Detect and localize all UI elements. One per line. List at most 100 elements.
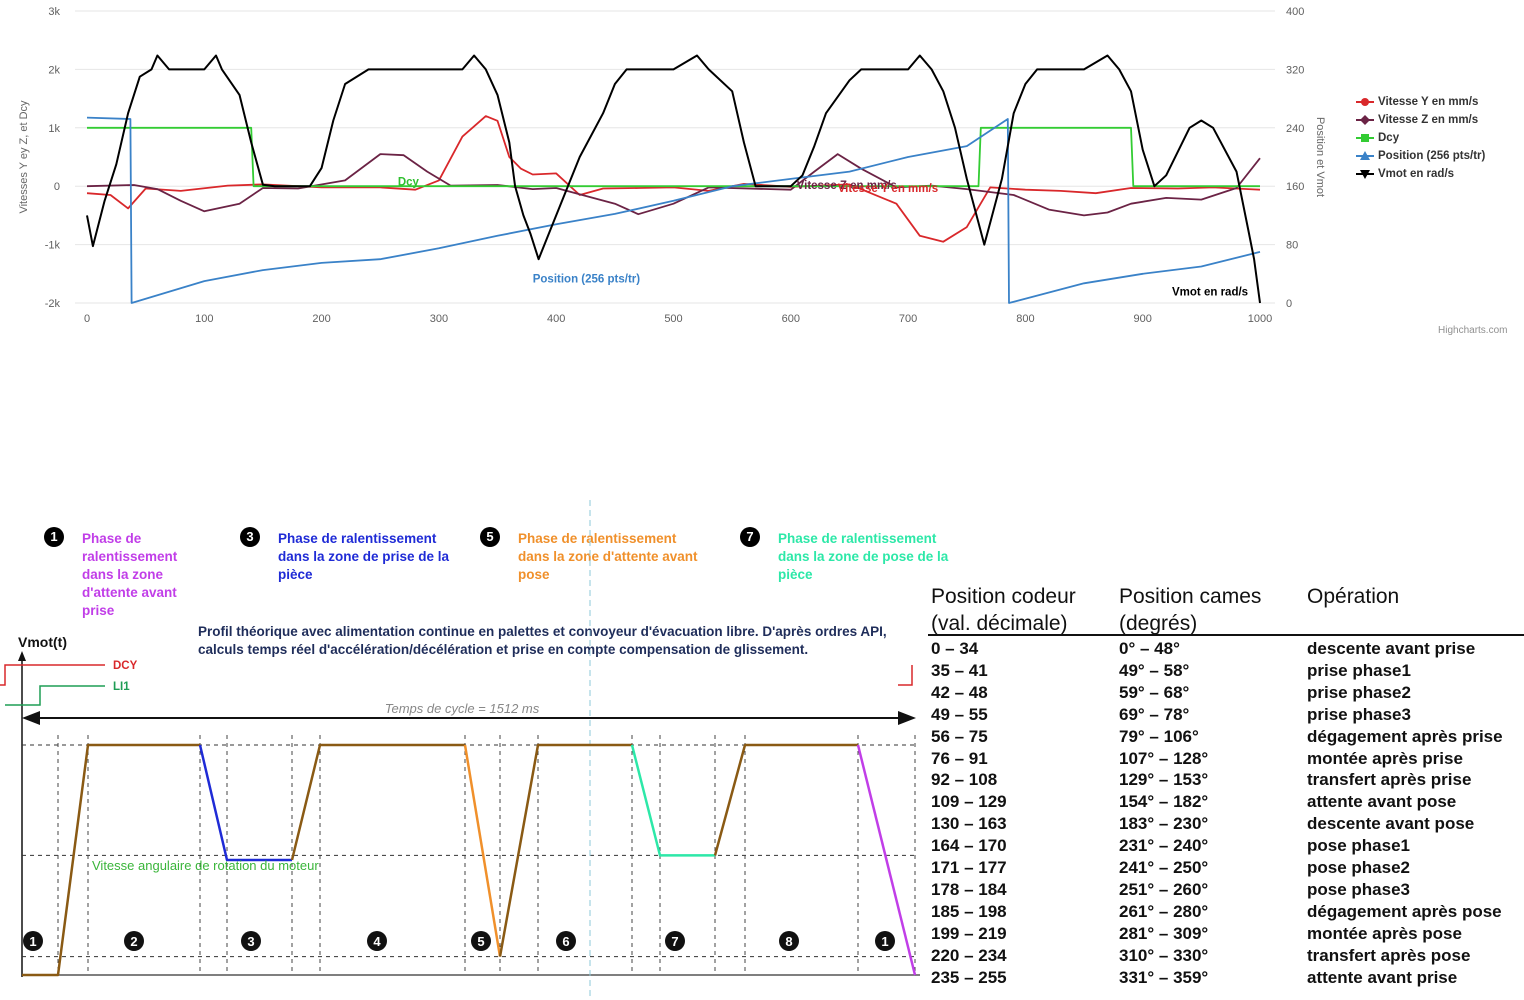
y-right-tick-label: 0 [1286,298,1292,310]
y-left-tick-label: -2k [45,298,61,310]
y-left-tick-label: 0 [54,181,60,193]
profile-segment-0 [22,743,200,977]
zone-badge-label: 3 [247,934,254,949]
legend-marker-icon [1356,170,1374,179]
y-right-tick-label: 240 [1286,123,1304,135]
cams-cell-operation: pose phase2 [1307,858,1410,877]
phase-note-text: Phase de ralentissement dans la zone d'a… [82,531,178,618]
vmot-axis-label: Vmot(t) [18,634,67,650]
phase-number-badge: 1 [44,527,64,547]
zone-badge-label: 4 [373,934,381,949]
cams-cell-cames: 107° – 128° [1119,748,1209,768]
zone-badge [241,931,261,951]
cams-cell-codeur: 35 – 41 [931,660,988,680]
phase-note-text: Phase de ralentissement dans la zone d'a… [518,531,698,582]
series-annotation: Position (256 pts/tr) [533,274,641,286]
cams-cell-operation: prise phase1 [1307,660,1411,680]
cams-cell-codeur: 76 – 91 [931,748,988,768]
arrow-right-icon [898,711,916,725]
profile-segment-4 [498,743,632,957]
cycle-profile-diagram: Vmot(t) DCY LI1 Temps de cycle = 1512 ms Vit… [0,500,920,1000]
dcy-signal [0,664,105,686]
phase-number-badge: 7 [740,527,760,547]
series-line-3 [86,116,1261,304]
profile-segment-6 [713,743,858,856]
profil-text: Profil théorique avec alimentation conti… [198,624,887,657]
zone-badge [556,931,576,951]
cams-cell-operation: dégagement après prise [1307,726,1503,746]
cams-cell-codeur: 42 – 48 [931,682,988,702]
legend-label: Position (256 pts/tr) [1378,150,1486,162]
cams-cell-operation: transfert après prise [1307,770,1472,790]
legend-marker-icon [1356,98,1374,106]
legend-item[interactable]: Vmot en rad/s [1355,165,1485,183]
cams-header-cames: Position cames (degrés) [1119,585,1262,635]
series-line-4 [86,54,1261,304]
legend-item[interactable]: Position (256 pts/tr) [1355,147,1485,165]
li1-signal [5,685,105,706]
y-left-tick-label: 2k [48,64,60,76]
cams-cell-codeur: 92 – 108 [931,770,998,790]
cams-cell-operation: pose phase1 [1307,836,1410,856]
x-tick-label: 500 [664,313,682,325]
cams-cell-codeur: 171 – 177 [931,858,1007,877]
zone-badge-label: 7 [671,934,678,949]
legend-label: Vitesse Y en mm/s [1378,96,1479,108]
x-tick-label: 800 [1016,313,1034,325]
zone-badge [665,931,685,951]
cams-cell-operation: pose phase3 [1307,879,1410,899]
arrow-left-icon [22,711,40,725]
zone-badge-label: 2 [130,934,137,949]
phase-number-badge: 3 [240,527,260,547]
legend-item[interactable]: Vitesse Z en mm/s [1355,111,1485,129]
cams-cell-operation: attente avant pose [1307,792,1457,812]
cams-cell-codeur: 130 – 163 [931,814,1007,834]
chart-legend: Vitesse Y en mm/s Vitesse Z en mm/s Dcy Pos… [1355,93,1485,183]
cams-cell-cames: 261° – 280° [1119,901,1209,921]
cams-cell-cames: 129° – 153° [1119,770,1209,790]
y-left-tick-label: -1k [45,240,61,252]
zone-badge-label: 1 [881,934,888,949]
cams-header-codeur: Position codeur (val. décimale) [931,585,1076,635]
cams-cell-codeur: 0 – 34 [931,639,979,658]
y-right-axis-title: Position et Vmot [1314,117,1326,197]
cams-cell-cames: 310° – 330° [1119,945,1209,965]
cams-cell-codeur: 109 – 129 [931,792,1007,812]
profile-segment-2 [290,743,465,861]
series-annotation: Vitesse Z en mm/s [797,180,897,192]
y-left-tick-label: 1k [48,123,60,135]
x-tick-label: 600 [782,313,800,325]
cams-cell-operation: descente avant prise [1307,639,1476,658]
cams-cell-cames: 231° – 240° [1119,836,1209,856]
legend-label: Vmot en rad/s [1378,168,1455,180]
cams-cell-codeur: 235 – 255 [931,967,1007,987]
legend-item[interactable]: Dcy [1355,129,1485,147]
highcharts-credit[interactable]: Highcharts.com [1438,325,1508,336]
zone-badge-label: 1 [29,934,36,949]
cams-cell-cames: 251° – 260° [1119,879,1209,899]
cams-cell-codeur: 49 – 55 [931,704,988,724]
dcy-label: DCY [113,660,138,672]
phase-number-badge: 5 [480,527,500,547]
legend-marker-icon [1356,115,1374,125]
x-tick-label: 400 [547,313,565,325]
legend-item[interactable]: Vitesse Y en mm/s [1355,93,1485,111]
cams-cell-cames: 281° – 309° [1119,923,1209,943]
series-annotation: Vmot en rad/s [1172,287,1248,299]
dcy-signal-end [898,665,913,686]
cams-cell-cames: 59° – 68° [1119,682,1190,702]
zone-badge [471,931,491,951]
phase-note-text: Phase de ralentissement dans la zone de … [278,531,450,582]
y-left-axis-title: Vitesses Y ey Z, et Dcy [18,100,30,214]
series-line-0 [86,115,1261,243]
cams-cell-codeur: 56 – 75 [931,726,988,746]
cams-cell-operation: montée après pose [1307,923,1462,943]
legend-label: Vitesse Z en mm/s [1378,114,1479,126]
cams-cell-codeur: 199 – 219 [931,923,1007,943]
zone-badge [875,931,895,951]
y-right-tick-label: 160 [1286,181,1304,193]
x-tick-label: 0 [84,313,90,325]
zone-badge [367,931,387,951]
legend-marker-icon [1356,151,1374,160]
zone-badge-label: 6 [562,934,569,949]
